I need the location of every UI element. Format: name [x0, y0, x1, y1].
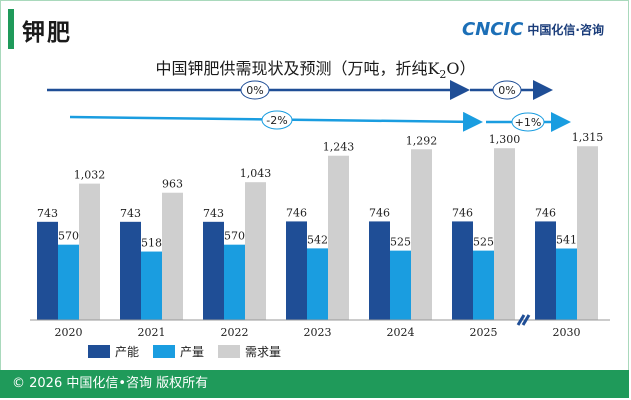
value-label-产能-2022: 743 — [203, 207, 224, 220]
capacity-fcst-badge — [492, 80, 522, 100]
value-label-产能-2020: 743 — [37, 207, 58, 220]
legend-swatch-产量 — [153, 345, 175, 358]
legend-label-产能: 产能 — [115, 345, 139, 359]
bar-需求量-2020 — [79, 183, 100, 320]
page-title: 钾肥 — [22, 20, 72, 46]
bar-需求量-2025 — [494, 148, 515, 320]
bar-产量-2023 — [307, 248, 328, 320]
axis-break-mark-2 — [521, 314, 531, 326]
bar-group: 7435701,032202074351896320217435701,0432… — [30, 131, 610, 339]
output-trend-arrows: -2% +1% — [69, 110, 571, 132]
bar-产量-2022 — [224, 244, 245, 320]
bar-产量-2024 — [390, 250, 411, 320]
output-fcst-growth: +1% — [515, 116, 542, 129]
bar-产量-2030 — [556, 248, 577, 320]
output-hist-badge — [261, 110, 293, 130]
value-label-需求量-2030: 1,315 — [572, 131, 604, 144]
value-label-产量-2022: 570 — [224, 230, 245, 243]
value-label-需求量-2022: 1,043 — [240, 167, 272, 180]
title-accent-bar — [8, 9, 14, 49]
capacity-hist-growth: 0% — [246, 84, 263, 97]
bar-产能-2022 — [203, 221, 224, 320]
output-hist-growth: -2% — [266, 114, 287, 127]
legend-swatch-产能 — [88, 345, 110, 358]
x-tick-2030: 2030 — [553, 326, 581, 339]
value-label-产量-2023: 542 — [307, 233, 328, 246]
value-label-产能-2025: 746 — [452, 206, 473, 219]
value-label-产能-2023: 746 — [286, 206, 307, 219]
value-label-需求量-2021: 963 — [162, 178, 183, 191]
value-label-需求量-2023: 1,243 — [323, 141, 355, 154]
value-label-产量-2020: 570 — [58, 230, 79, 243]
legend-swatch-需求量 — [218, 345, 240, 358]
bar-产能-2020 — [37, 221, 58, 320]
bar-产能-2021 — [120, 221, 141, 320]
logo-mark: CNCIC — [462, 18, 524, 40]
capacity-trend-arrows: 0% 0% — [47, 80, 553, 100]
x-tick-2020: 2020 — [55, 326, 83, 339]
legend-label-产量: 产量 — [180, 345, 204, 359]
x-tick-2022: 2022 — [221, 326, 249, 339]
bar-产能-2024 — [369, 221, 390, 320]
value-label-需求量-2025: 1,300 — [489, 133, 521, 146]
bar-需求量-2024 — [411, 149, 432, 320]
bar-需求量-2023 — [328, 155, 349, 320]
bar-需求量-2022 — [245, 182, 266, 320]
logo-text: 中国化信·咨询 — [527, 22, 604, 37]
bar-产量-2025 — [473, 250, 494, 320]
value-label-需求量-2024: 1,292 — [406, 134, 438, 147]
bar-产能-2025 — [452, 221, 473, 320]
value-label-产量-2024: 525 — [390, 236, 411, 249]
bar-产量-2020 — [58, 244, 79, 320]
value-label-产量-2025: 525 — [473, 236, 494, 249]
footer-bar: © 2026 中国化信•咨询 版权所有 — [0, 370, 629, 398]
value-label-需求量-2020: 1,032 — [74, 169, 106, 182]
legend: 产能 产量 需求量 — [88, 345, 281, 359]
output-fcst-badge — [511, 112, 545, 132]
bar-需求量-2021 — [162, 192, 183, 320]
copyright-text: © 2026 中国化信•咨询 版权所有 — [12, 376, 209, 391]
axis-break-mark-1 — [516, 314, 526, 326]
bar-产能-2023 — [286, 221, 307, 320]
value-label-产能-2021: 743 — [120, 207, 141, 220]
capacity-hist-badge — [240, 80, 270, 100]
legend-label-需求量: 需求量 — [245, 345, 281, 359]
value-label-产量-2030: 541 — [556, 234, 577, 247]
x-tick-2025: 2025 — [470, 326, 498, 339]
chart-canvas: 0% 0% -2% +1% 7435701,032202074351896320… — [30, 80, 610, 359]
bar-产能-2030 — [535, 221, 556, 320]
bar-需求量-2030 — [577, 146, 598, 320]
chart-title-text: 中国钾肥供需现状及预测（万吨，折纯K2O） — [155, 59, 476, 82]
value-label-产能-2030: 746 — [535, 206, 556, 219]
x-tick-2023: 2023 — [304, 326, 332, 339]
cncic-logo: CNCIC 中国化信·咨询 — [462, 18, 604, 40]
bar-产量-2021 — [141, 251, 162, 320]
capacity-fcst-growth: 0% — [498, 84, 515, 97]
chart-title: 中国钾肥供需现状及预测（万吨，折纯K2O） — [0, 55, 631, 81]
value-label-产量-2021: 518 — [141, 237, 162, 250]
value-label-产能-2024: 746 — [369, 206, 390, 219]
x-tick-2024: 2024 — [387, 326, 415, 339]
x-tick-2021: 2021 — [138, 326, 166, 339]
